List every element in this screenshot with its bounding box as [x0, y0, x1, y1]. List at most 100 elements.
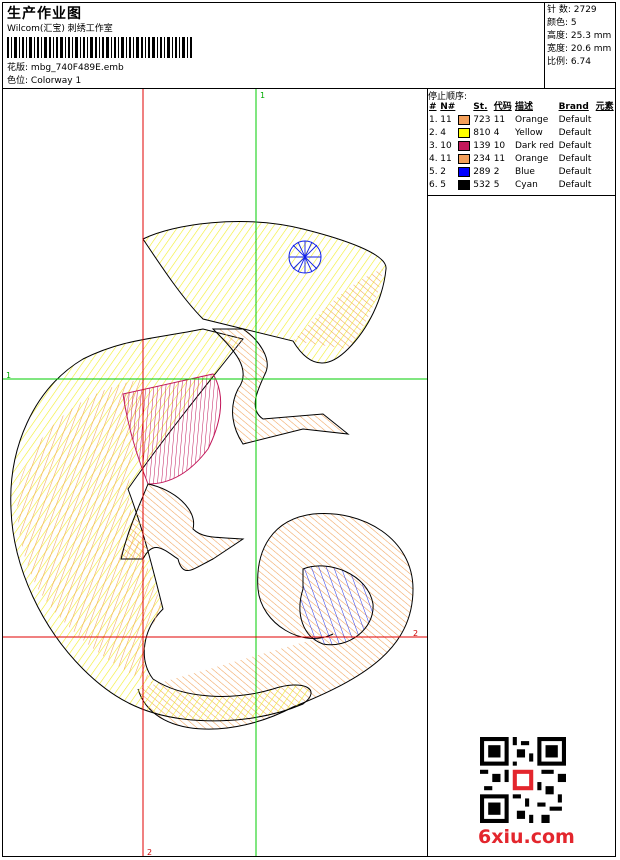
col-code: 代码 — [493, 102, 512, 112]
colorway-value: Colorway 1 — [30, 76, 82, 86]
row-n: 2 — [440, 167, 446, 177]
table-row: 5. 2 289 2 Blue Default — [428, 166, 616, 179]
watermark-logo: 6xiu.com — [478, 826, 575, 848]
eye-stitches — [289, 241, 321, 273]
row-index: 1. — [429, 115, 438, 125]
row-element — [595, 166, 616, 179]
colorway-label: 色位: — [7, 76, 29, 86]
row-n: 11 — [440, 154, 452, 164]
row-brand: Default — [558, 180, 592, 190]
color-swatch — [458, 166, 471, 177]
row-code: 139 — [473, 141, 491, 151]
col-brand: Brand — [558, 102, 589, 112]
design-height: 高度: 25.3 mm — [547, 31, 612, 41]
row-n: 5 — [440, 180, 446, 190]
row-st: 11 — [493, 154, 506, 164]
sequence-title: 停止顺序: — [428, 92, 468, 102]
row-index: 3. — [429, 141, 438, 151]
row-code: 234 — [473, 154, 491, 164]
stats-divider — [544, 3, 545, 88]
shoulder-red — [122, 373, 222, 485]
guide-label-v2: 2 — [147, 848, 152, 856]
row-brand: Default — [558, 167, 592, 177]
row-code: 532 — [473, 180, 491, 190]
tail-inner — [299, 565, 374, 646]
company-name: Wilcom(汇宝) 刺绣工作室 — [7, 24, 113, 34]
row-swatch — [457, 153, 472, 166]
table-header-row: # N# St. 代码 描述 Brand 元素 — [428, 101, 616, 114]
row-index: 6. — [429, 180, 438, 190]
row-desc: Cyan — [514, 180, 538, 190]
table-row: 6. 5 532 5 Cyan Default — [428, 179, 616, 192]
row-n: 4 — [440, 128, 446, 138]
row-code: 289 — [473, 167, 491, 177]
row-element — [595, 114, 616, 127]
guide-label-v1: 1 — [260, 91, 265, 100]
design-canvas[interactable]: 1 2 1 2 — [3, 89, 427, 857]
design-file-row: 花版: mbg_740F489E.emb — [7, 63, 124, 74]
table-row: 3. 10 139 10 Dark red Default — [428, 140, 616, 153]
row-swatch — [457, 127, 472, 140]
row-brand: Default — [558, 115, 592, 125]
row-element — [595, 179, 616, 192]
row-n: 10 — [440, 141, 452, 151]
embroidery-preview: 1 2 1 2 — [3, 89, 427, 857]
panel-divider — [427, 89, 428, 856]
col-swatch — [457, 101, 472, 114]
color-swatch — [458, 114, 471, 125]
col-n: N# — [440, 102, 456, 112]
barcode — [7, 37, 192, 58]
color-sequence-table: # N# St. 代码 描述 Brand 元素 1. 11 723 11 Orange D… — [428, 101, 616, 192]
row-swatch — [457, 179, 472, 192]
color-swatch — [458, 140, 471, 151]
row-desc: Yellow — [514, 128, 543, 138]
table-row: 2. 4 810 4 Yellow Default — [428, 127, 616, 140]
row-n: 11 — [440, 115, 452, 125]
row-desc: Orange — [514, 115, 549, 125]
guide-label-h2: 2 — [413, 629, 418, 638]
row-index: 4. — [429, 154, 438, 164]
row-code: 723 — [473, 115, 491, 125]
design-width: 宽度: 20.6 mm — [547, 44, 612, 54]
row-brand: Default — [558, 128, 592, 138]
table-row: 4. 11 234 11 Orange Default — [428, 153, 616, 166]
row-st: 2 — [493, 167, 500, 177]
row-code: 810 — [473, 128, 491, 138]
table-row: 1. 11 723 11 Orange Default — [428, 114, 616, 127]
design-stats: 针 数: 2729 颜色: 5 高度: 25.3 mm 宽度: 20.6 mm … — [547, 4, 611, 69]
row-element — [595, 140, 616, 153]
head-orange — [293, 269, 383, 349]
row-swatch — [457, 114, 472, 127]
row-brand: Default — [558, 141, 592, 151]
colorway-row: 色位: Colorway 1 — [7, 76, 81, 87]
row-st: 10 — [493, 141, 506, 151]
design-file: mbg_740F489E.emb — [30, 63, 124, 73]
body-orange — [17, 379, 163, 684]
row-desc: Orange — [514, 154, 549, 164]
col-st: St. — [473, 102, 488, 112]
table-bottom-divider — [428, 195, 616, 196]
color-swatch — [458, 127, 471, 138]
color-swatch — [458, 179, 471, 190]
row-element — [595, 127, 616, 140]
row-st: 5 — [493, 180, 500, 190]
front-leg — [211, 328, 350, 445]
design-label: 花版: — [7, 63, 29, 73]
back-leg — [120, 483, 245, 571]
col-desc: 描述 — [514, 102, 533, 112]
row-swatch — [457, 140, 472, 153]
tail-coil — [137, 512, 414, 730]
row-brand: Default — [558, 154, 592, 164]
row-index: 5. — [429, 167, 438, 177]
header-divider — [3, 88, 616, 89]
row-swatch — [457, 166, 472, 179]
row-index: 2. — [429, 128, 438, 138]
color-swatch — [458, 153, 471, 164]
design-scale: 比例: 6.74 — [547, 57, 591, 67]
guide-label-h1: 1 — [6, 371, 11, 380]
page-title: 生产作业图 — [7, 6, 82, 22]
row-desc: Blue — [514, 167, 535, 177]
row-st: 11 — [493, 115, 506, 125]
col-index: # — [429, 102, 437, 112]
